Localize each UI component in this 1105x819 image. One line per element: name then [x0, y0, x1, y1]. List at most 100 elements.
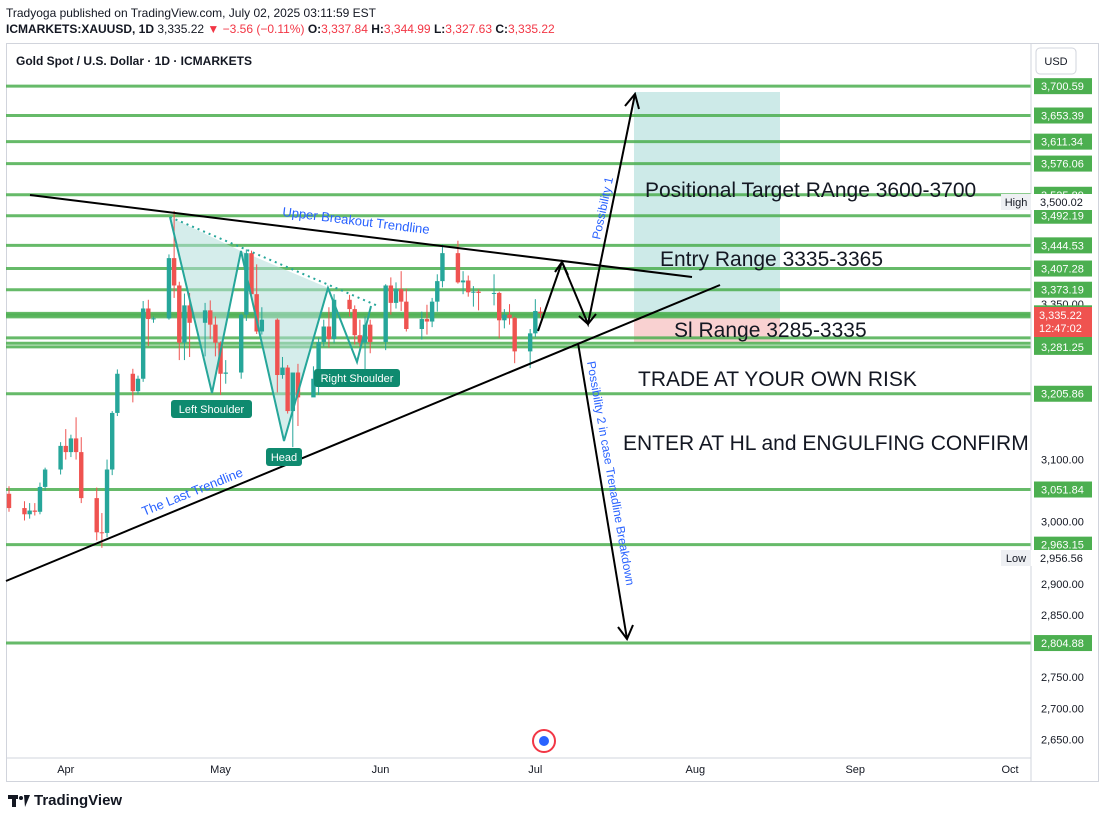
candle-body[interactable] [115, 373, 120, 413]
upper-breakout-trendline[interactable] [29, 194, 693, 278]
candle-body[interactable] [538, 311, 543, 314]
candle-body[interactable] [393, 289, 399, 303]
last-trendline[interactable] [5, 284, 721, 582]
candle-body[interactable] [73, 438, 79, 453]
brand-wordmark[interactable]: TradingView [34, 792, 123, 809]
candle-body[interactable] [244, 253, 249, 315]
candle-body[interactable] [311, 378, 316, 398]
level-price-label: 3,700.59 [1041, 81, 1084, 93]
candle-body[interactable] [42, 469, 48, 487]
candle-body[interactable] [326, 326, 332, 339]
candle-body[interactable] [239, 314, 244, 373]
candle-body[interactable] [285, 367, 290, 412]
candle-body[interactable] [347, 299, 352, 310]
candle-body[interactable] [316, 342, 321, 379]
candle-body[interactable] [110, 412, 115, 470]
candle-body[interactable] [182, 305, 187, 343]
countdown: 12:47:02 [1039, 323, 1082, 335]
candle-body[interactable] [507, 314, 512, 318]
candle-body[interactable] [460, 280, 466, 283]
candle-body[interactable] [404, 301, 409, 329]
candle-body[interactable] [502, 314, 507, 321]
candle-body[interactable] [357, 335, 363, 343]
candle-body[interactable] [94, 498, 99, 533]
candle-body[interactable] [512, 317, 517, 352]
candle-body[interactable] [79, 452, 84, 499]
candle-body[interactable] [22, 508, 27, 515]
candle-body[interactable] [368, 324, 373, 343]
candle-body[interactable] [249, 253, 254, 295]
candle-body[interactable] [6, 493, 12, 509]
candle-body[interactable] [476, 291, 481, 293]
candle-body[interactable] [497, 292, 502, 321]
symbol-name[interactable]: ICMARKETS:XAUUSD, 1D [6, 22, 155, 36]
enter-text: ENTER AT HL and ENGULFING CONFIRM [623, 432, 1029, 455]
candle-body[interactable] [218, 342, 223, 374]
chart-title: Gold Spot / U.S. Dollar · 1D · ICMARKETS [16, 54, 252, 68]
candle-body[interactable] [27, 510, 32, 515]
possibility-1-path [537, 93, 636, 332]
candle-body[interactable] [104, 469, 110, 533]
time-tick-label: Jun [372, 764, 390, 776]
price-tick-label: 2,900.00 [1041, 579, 1084, 591]
time-axis[interactable]: Apr May Jun Jul Aug Sep Oct [57, 764, 1018, 776]
level-price-box [1034, 155, 1092, 172]
candle-body[interactable] [455, 253, 461, 283]
candle-body[interactable] [280, 367, 285, 376]
candle-body[interactable] [321, 326, 326, 343]
candle-body[interactable] [435, 281, 440, 302]
open-value: 3,337.84 [321, 22, 368, 36]
candle-body[interactable] [352, 309, 357, 336]
candle-body[interactable] [202, 310, 208, 323]
candle-body[interactable] [290, 372, 295, 412]
candle-body[interactable] [58, 445, 63, 470]
candle-body[interactable] [151, 318, 156, 320]
last-price: 3,335.22 [157, 22, 205, 36]
candle-body[interactable] [466, 280, 471, 293]
low-tag-label: Low [1006, 553, 1026, 565]
price-axis[interactable]: 2,650.00 2,700.00 2,750.00 2,850.00 2,900.00… [1041, 299, 1084, 746]
candle-body[interactable] [208, 310, 213, 325]
candle-body[interactable] [32, 510, 37, 512]
candle-body[interactable] [527, 333, 533, 352]
candle-body[interactable] [424, 319, 430, 322]
candle-body[interactable] [533, 310, 538, 334]
candle-body[interactable] [146, 308, 151, 320]
candle-body[interactable] [254, 294, 259, 332]
candle-body[interactable] [213, 324, 218, 343]
candle-body[interactable] [259, 319, 265, 332]
candle-body[interactable] [471, 291, 476, 293]
candle-body[interactable] [68, 438, 74, 453]
candle-body[interactable] [187, 305, 192, 323]
candle-body[interactable] [331, 299, 337, 339]
sl-text: Sl Range 3285-3335 [674, 319, 867, 342]
candle-body[interactable] [99, 532, 105, 534]
candle-body[interactable] [223, 372, 228, 374]
currency-button[interactable] [1035, 47, 1077, 75]
tradingview-logo-icon [8, 795, 30, 807]
head-label: Head [271, 452, 297, 464]
candle-body[interactable] [419, 319, 424, 329]
candle-body[interactable] [491, 292, 497, 294]
candle-body[interactable] [440, 253, 445, 282]
candle-body[interactable] [37, 486, 43, 512]
candle-body[interactable] [383, 285, 388, 343]
candle-body[interactable] [166, 258, 172, 319]
level-price-label: 3,444.53 [1041, 240, 1084, 252]
candle-body[interactable] [388, 285, 394, 303]
candle-body[interactable] [429, 301, 435, 322]
head-shoulders-pattern [169, 216, 372, 442]
last-trendline-label: The Last Trendline [140, 465, 245, 519]
candle-body[interactable] [398, 289, 404, 302]
candle-body[interactable] [140, 308, 146, 379]
candle-body[interactable] [177, 285, 182, 343]
candle-body[interactable] [295, 372, 301, 398]
high-value-box [1031, 194, 1093, 210]
candle-body[interactable] [171, 258, 177, 286]
arrow-up-icon [624, 91, 640, 110]
candle-body[interactable] [135, 378, 141, 392]
candle-body[interactable] [130, 373, 136, 392]
candle-body[interactable] [63, 445, 68, 453]
candle-body[interactable] [275, 319, 280, 376]
